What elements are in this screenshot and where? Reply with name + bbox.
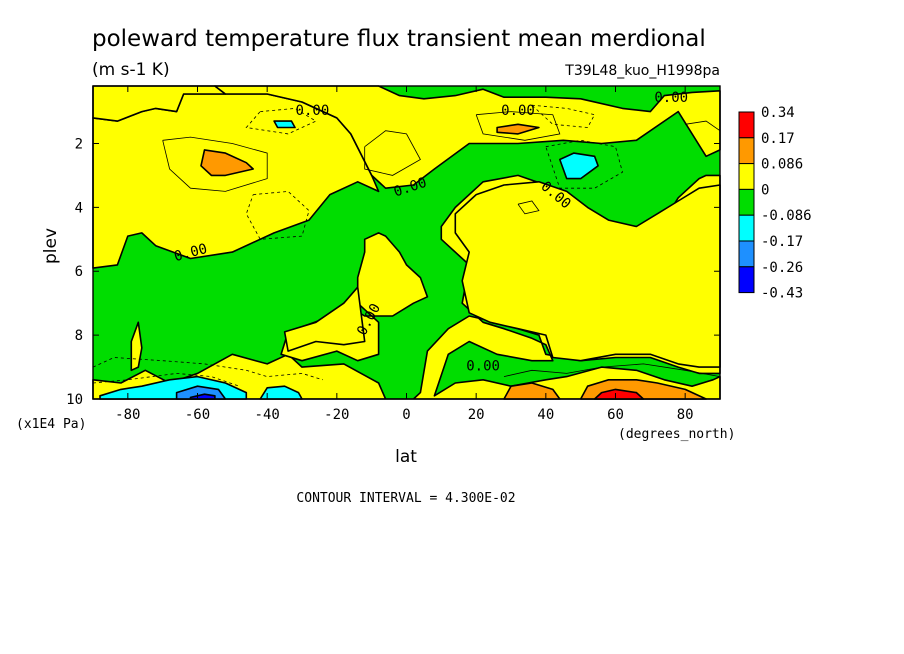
x-axis: -80 -60 -40 -20 0 20 40 60 80 [115, 86, 694, 423]
x-tick-label: 80 [677, 407, 694, 423]
colorbar-swatch [738, 137, 755, 165]
contour-label: 0.00 [501, 103, 535, 119]
y-tick-label: 8 [75, 328, 83, 344]
y-tick-label: 10 [66, 392, 83, 408]
x-tick-label: -60 [185, 407, 210, 423]
contour-line [503, 363, 721, 377]
contour-lines [92, 104, 721, 387]
contour-label-group: 0.00 [466, 359, 500, 375]
colorbar-label: 0 [761, 182, 769, 198]
y-axis-title: plev [41, 228, 61, 264]
colorbar-swatch [738, 163, 755, 190]
contour-line [245, 107, 317, 135]
colorbar-label: -0.26 [761, 260, 803, 276]
colorbar-swatch [738, 214, 755, 242]
chart-units: (m s-1 K) [92, 60, 170, 80]
x-tick-label: 0 [402, 407, 410, 423]
x-units-label: (degrees_north) [618, 427, 735, 442]
colorbar-label: 0.086 [761, 157, 803, 173]
contour-label: 0.00 [296, 103, 330, 119]
positive-region-equator-upper [214, 85, 721, 189]
x-tick-label: 40 [537, 407, 554, 423]
contour-line [685, 120, 721, 132]
contour-label: 0.00 [654, 90, 688, 106]
colorbar: 0.34 0.17 0.086 0 -0.086 -0.17 -0.26 -0.43 [738, 105, 812, 302]
y-tick-label: 6 [75, 264, 83, 280]
colorbar-swatch [738, 188, 755, 216]
contour-line [92, 372, 240, 387]
contour-label-group: 0.00 [296, 103, 330, 119]
colorbar-swatch [738, 111, 755, 139]
positive-region-south-lower-right [283, 286, 366, 352]
colorbar-swatch [738, 240, 755, 268]
x-tick-label: 20 [468, 407, 485, 423]
moderate-low-south-upper [273, 120, 296, 129]
plot-area: 0.00 0.000.000.000.000.000.000.00 [92, 85, 721, 400]
moderate-low-north [559, 152, 599, 180]
chart-title: poleward temperature flux transient mean… [92, 26, 706, 52]
x-tick-label: -20 [324, 407, 349, 423]
contour-label-group: 0.00 [501, 103, 535, 119]
colorbar-label: -0.43 [761, 286, 803, 302]
positive-sliver-south [130, 321, 143, 372]
moderate-high-north-upper [496, 123, 540, 135]
run-label: T39L48_kuo_H1998pa [564, 63, 720, 79]
x-tick-label: 60 [607, 407, 624, 423]
x-axis-title: lat [395, 447, 417, 467]
contour-line [517, 200, 540, 215]
contour-line [364, 130, 421, 176]
y-tick-label: 2 [75, 136, 83, 152]
contour-line [475, 111, 561, 141]
colorbar-label: -0.086 [761, 208, 812, 224]
colorbar-label: 0.34 [761, 105, 795, 121]
contour-label: 0.00 [466, 359, 500, 375]
contour-line [162, 136, 268, 192]
colorbar-label: -0.17 [761, 234, 803, 250]
moderate-high-southern [200, 149, 254, 177]
x-tick-label: -80 [115, 407, 140, 423]
colorbar-swatch [738, 266, 755, 294]
positive-region-northern-mid [454, 181, 721, 368]
colorbar-label: 0.17 [761, 131, 795, 147]
contour-label-group: 0.00 [654, 90, 688, 106]
y-units-label: (x1E4 Pa) [16, 417, 86, 432]
contour-interval-note: CONTOUR INTERVAL = 4.300E-02 [296, 491, 515, 506]
contour-fill-regions [92, 85, 721, 400]
y-tick-label: 4 [75, 200, 83, 216]
contour-line [545, 139, 623, 189]
contour-line [92, 357, 324, 381]
y-axis: 2 4 6 8 10 [66, 136, 720, 408]
x-tick-label: -40 [255, 407, 280, 423]
